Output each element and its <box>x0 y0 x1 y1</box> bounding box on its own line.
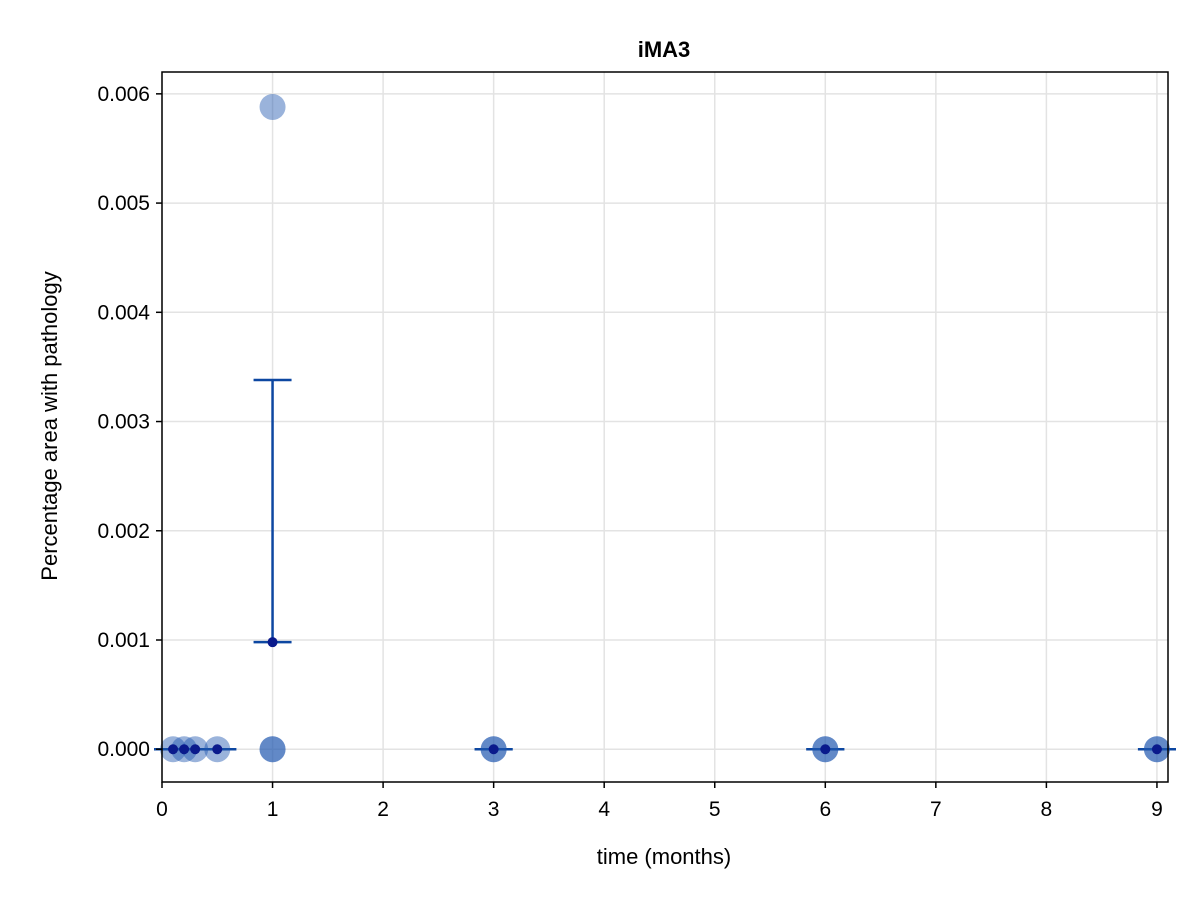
y-tick-label: 0.002 <box>97 520 150 543</box>
mean-marker <box>168 744 179 755</box>
x-tick-label: 5 <box>709 798 721 821</box>
error-bars <box>154 378 1176 751</box>
y-tick-label: 0.001 <box>97 629 150 652</box>
chart-title: iMA3 <box>638 37 691 62</box>
mean-marker <box>179 744 190 755</box>
x-axis-ticks: 0 1 2 3 4 5 6 7 8 9 <box>156 782 1163 821</box>
mean-marker <box>212 744 223 755</box>
y-axis-title: Percentage area with pathology <box>37 271 62 580</box>
x-tick-label: 1 <box>267 798 279 821</box>
mean-marker <box>267 637 278 648</box>
grid <box>161 72 1168 782</box>
x-axis-title: time (months) <box>597 844 731 869</box>
x-tick-label: 2 <box>377 798 389 821</box>
mean-marker <box>488 744 499 755</box>
x-tick-label: 4 <box>598 798 610 821</box>
mean-marker <box>190 744 201 755</box>
x-tick-label: 6 <box>819 798 831 821</box>
mean-marker <box>1151 744 1162 755</box>
x-tick-label: 8 <box>1041 798 1053 821</box>
data-points <box>160 93 1170 763</box>
data-point <box>259 93 286 120</box>
y-axis-ticks: 0.000 0.001 0.002 0.003 0.004 0.005 0.006 <box>97 83 162 761</box>
y-tick-label: 0.005 <box>97 192 150 215</box>
y-tick-label: 0.000 <box>97 738 150 761</box>
mean-marker <box>820 744 831 755</box>
y-tick-label: 0.004 <box>97 301 150 324</box>
y-tick-label: 0.003 <box>97 411 150 434</box>
data-point <box>259 736 286 763</box>
mean-markers <box>168 637 1162 755</box>
y-tick-label: 0.006 <box>97 83 150 106</box>
x-tick-label: 9 <box>1151 798 1163 821</box>
x-tick-label: 3 <box>488 798 500 821</box>
x-tick-label: 0 <box>156 798 168 821</box>
data-point <box>259 736 286 763</box>
plot-frame <box>161 71 1169 783</box>
x-tick-label: 7 <box>930 798 942 821</box>
